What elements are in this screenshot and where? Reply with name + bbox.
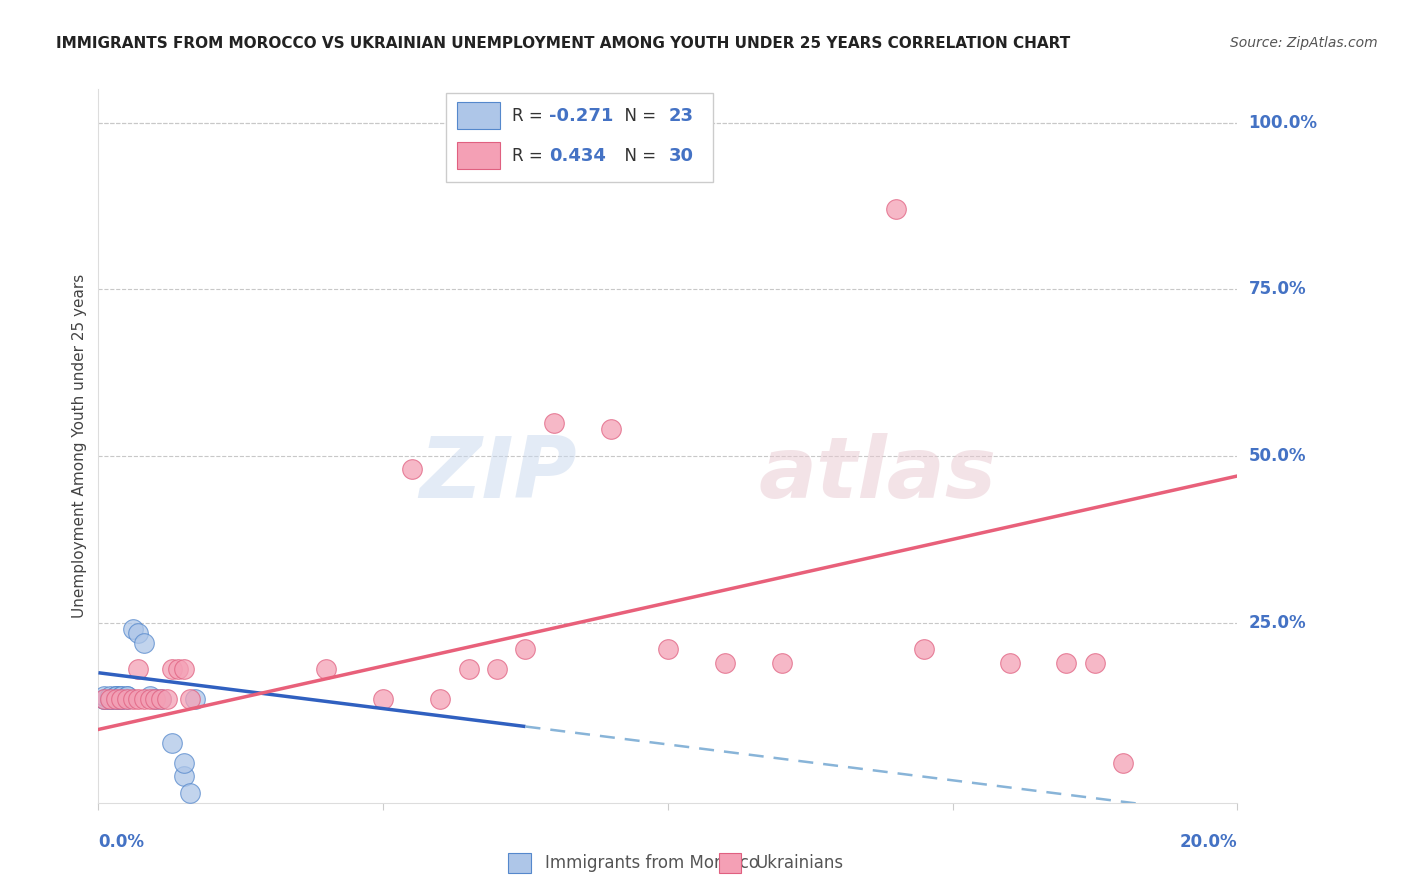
Point xyxy=(138,692,160,706)
Point xyxy=(104,689,127,703)
Point xyxy=(1112,756,1135,770)
Text: 20.0%: 20.0% xyxy=(1180,833,1237,851)
Point xyxy=(162,736,184,750)
Point xyxy=(98,692,121,706)
Text: 25.0%: 25.0% xyxy=(1249,614,1306,632)
FancyBboxPatch shape xyxy=(446,93,713,182)
Text: Source: ZipAtlas.com: Source: ZipAtlas.com xyxy=(1230,36,1378,50)
Text: 0.0%: 0.0% xyxy=(98,833,145,851)
Point xyxy=(110,692,132,706)
Text: 23: 23 xyxy=(669,107,695,125)
Text: N =: N = xyxy=(614,146,662,164)
Point xyxy=(115,692,138,706)
Point xyxy=(127,625,149,640)
Y-axis label: Unemployment Among Youth under 25 years: Unemployment Among Youth under 25 years xyxy=(72,274,87,618)
Point xyxy=(515,642,537,657)
Point xyxy=(104,689,127,703)
Text: N =: N = xyxy=(614,107,662,125)
Point xyxy=(104,692,127,706)
Point xyxy=(115,689,138,703)
Point xyxy=(429,692,451,706)
Point xyxy=(184,692,207,706)
Point xyxy=(150,692,173,706)
Point xyxy=(486,662,509,676)
Point xyxy=(115,689,138,703)
Point xyxy=(138,689,160,703)
Point xyxy=(998,656,1021,670)
FancyBboxPatch shape xyxy=(509,854,530,873)
Point xyxy=(93,692,115,706)
Point xyxy=(315,662,337,676)
Point xyxy=(167,662,190,676)
Point xyxy=(110,692,132,706)
Point xyxy=(98,692,121,706)
Text: 30: 30 xyxy=(669,146,695,164)
Text: -0.271: -0.271 xyxy=(550,107,614,125)
Point xyxy=(543,416,565,430)
Point xyxy=(173,769,195,783)
Point xyxy=(121,623,143,637)
Text: ZIP: ZIP xyxy=(419,433,576,516)
Point xyxy=(104,692,127,706)
Point xyxy=(127,692,149,706)
Text: IMMIGRANTS FROM MOROCCO VS UKRAINIAN UNEMPLOYMENT AMONG YOUTH UNDER 25 YEARS COR: IMMIGRANTS FROM MOROCCO VS UKRAINIAN UNE… xyxy=(56,36,1070,51)
Point xyxy=(132,636,155,650)
Point xyxy=(93,692,115,706)
FancyBboxPatch shape xyxy=(457,102,501,129)
Point xyxy=(98,692,121,706)
Text: atlas: atlas xyxy=(759,433,997,516)
Point xyxy=(115,692,138,706)
Point xyxy=(110,692,132,706)
Text: 0.434: 0.434 xyxy=(550,146,606,164)
Point xyxy=(912,642,935,657)
Point xyxy=(121,692,143,706)
Point xyxy=(110,689,132,703)
Point xyxy=(156,692,179,706)
Point xyxy=(770,656,793,670)
Point xyxy=(401,462,423,476)
Point xyxy=(179,786,201,800)
Point xyxy=(127,662,149,676)
Point xyxy=(173,662,195,676)
Point xyxy=(145,692,167,706)
Text: 50.0%: 50.0% xyxy=(1249,447,1306,465)
Point xyxy=(373,692,395,706)
Point xyxy=(104,689,127,703)
Text: R =: R = xyxy=(512,146,548,164)
Point xyxy=(132,692,155,706)
Point xyxy=(98,692,121,706)
Point xyxy=(179,692,201,706)
Text: Immigrants from Morocco: Immigrants from Morocco xyxy=(546,855,759,872)
Point xyxy=(657,642,679,657)
Point xyxy=(600,422,623,436)
Point xyxy=(145,692,167,706)
Text: Ukrainians: Ukrainians xyxy=(755,855,844,872)
Point xyxy=(1056,656,1078,670)
Point xyxy=(150,692,173,706)
Point xyxy=(884,202,907,217)
Point xyxy=(173,756,195,770)
Text: 75.0%: 75.0% xyxy=(1249,280,1306,298)
FancyBboxPatch shape xyxy=(718,854,741,873)
Text: R =: R = xyxy=(512,107,548,125)
Point xyxy=(98,689,121,703)
Point xyxy=(93,692,115,706)
Point xyxy=(104,692,127,706)
Point xyxy=(714,656,737,670)
FancyBboxPatch shape xyxy=(457,142,501,169)
Point xyxy=(1084,656,1107,670)
Point xyxy=(162,662,184,676)
Point xyxy=(110,689,132,703)
Point xyxy=(93,689,115,703)
Text: 100.0%: 100.0% xyxy=(1249,113,1317,131)
Point xyxy=(457,662,479,676)
